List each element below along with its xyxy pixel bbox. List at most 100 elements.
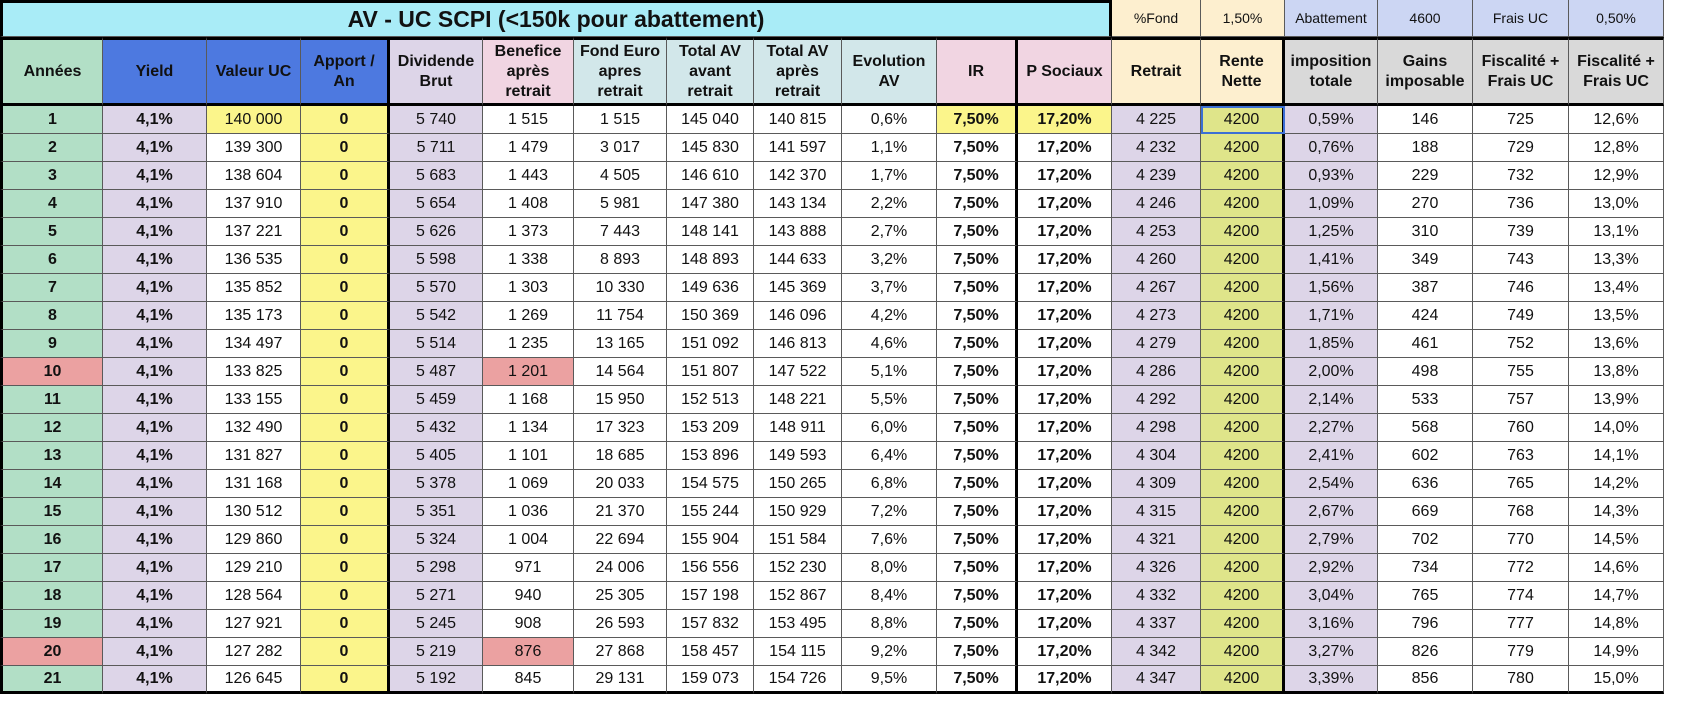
- cell-apport-an-row-2[interactable]: 0: [301, 134, 390, 162]
- cell-benefice-apres-retrait-row-14[interactable]: 1 069: [483, 470, 574, 498]
- cell-gains-imposable-row-9[interactable]: 461: [1378, 330, 1473, 358]
- cell-total-av-avant-retrait-row-16[interactable]: 155 904: [667, 526, 754, 554]
- cell-ir-row-20[interactable]: 7,50%: [937, 638, 1018, 666]
- cell-fiscalite-frais-uc-row-17[interactable]: 772: [1473, 554, 1569, 582]
- cell-fiscalite-frais-uc-pct-row-6[interactable]: 13,3%: [1569, 246, 1664, 274]
- cell-total-av-apres-retrait-row-11[interactable]: 148 221: [754, 386, 842, 414]
- cell-fiscalite-frais-uc-pct-row-3[interactable]: 12,9%: [1569, 162, 1664, 190]
- header-rente-nette[interactable]: Rente Nette: [1201, 37, 1285, 106]
- cell-apport-an-row-10[interactable]: 0: [301, 358, 390, 386]
- cell-p-sociaux-row-17[interactable]: 17,20%: [1018, 554, 1112, 582]
- cell-fiscalite-frais-uc-row-16[interactable]: 770: [1473, 526, 1569, 554]
- cell-retrait-row-19[interactable]: 4 337: [1112, 610, 1201, 638]
- cell-total-av-apres-retrait-row-12[interactable]: 148 911: [754, 414, 842, 442]
- cell-total-av-avant-retrait-row-6[interactable]: 148 893: [667, 246, 754, 274]
- cell-retrait-row-11[interactable]: 4 292: [1112, 386, 1201, 414]
- cell-valeur-uc-row-19[interactable]: 127 921: [207, 610, 301, 638]
- cell-yield-row-14[interactable]: 4,1%: [103, 470, 207, 498]
- cell-evolution-av-row-20[interactable]: 9,2%: [842, 638, 937, 666]
- cell-annees-row-20[interactable]: 20: [0, 638, 103, 666]
- cell-ir-row-5[interactable]: 7,50%: [937, 218, 1018, 246]
- cell-p-sociaux-row-12[interactable]: 17,20%: [1018, 414, 1112, 442]
- cell-fiscalite-frais-uc-row-18[interactable]: 774: [1473, 582, 1569, 610]
- cell-apport-an-row-7[interactable]: 0: [301, 274, 390, 302]
- cell-annees-row-8[interactable]: 8: [0, 302, 103, 330]
- cell-annees-row-18[interactable]: 18: [0, 582, 103, 610]
- cell-benefice-apres-retrait-row-21[interactable]: 845: [483, 666, 574, 694]
- cell-ir-row-7[interactable]: 7,50%: [937, 274, 1018, 302]
- cell-rente-nette-row-17[interactable]: 4200: [1201, 554, 1285, 582]
- cell-rente-nette-row-6[interactable]: 4200: [1201, 246, 1285, 274]
- cell-retrait-row-3[interactable]: 4 239: [1112, 162, 1201, 190]
- cell-imposition-totale-row-13[interactable]: 2,41%: [1285, 442, 1378, 470]
- cell-annees-row-11[interactable]: 11: [0, 386, 103, 414]
- cell-gains-imposable-row-6[interactable]: 349: [1378, 246, 1473, 274]
- cell-imposition-totale-row-9[interactable]: 1,85%: [1285, 330, 1378, 358]
- cell-benefice-apres-retrait-row-5[interactable]: 1 373: [483, 218, 574, 246]
- cell-benefice-apres-retrait-row-3[interactable]: 1 443: [483, 162, 574, 190]
- cell-retrait-row-6[interactable]: 4 260: [1112, 246, 1201, 274]
- cell-yield-row-4[interactable]: 4,1%: [103, 190, 207, 218]
- cell-total-av-avant-retrait-row-12[interactable]: 153 209: [667, 414, 754, 442]
- cell-yield-row-13[interactable]: 4,1%: [103, 442, 207, 470]
- cell-imposition-totale-row-19[interactable]: 3,16%: [1285, 610, 1378, 638]
- cell-evolution-av-row-16[interactable]: 7,6%: [842, 526, 937, 554]
- cell-rente-nette-row-20[interactable]: 4200: [1201, 638, 1285, 666]
- cell-retrait-row-18[interactable]: 4 332: [1112, 582, 1201, 610]
- cell-p-sociaux-row-18[interactable]: 17,20%: [1018, 582, 1112, 610]
- header-fiscalite-frais-uc-pct[interactable]: Fiscalité + Frais UC: [1569, 37, 1664, 106]
- cell-retrait-row-15[interactable]: 4 315: [1112, 498, 1201, 526]
- cell-fiscalite-frais-uc-row-19[interactable]: 777: [1473, 610, 1569, 638]
- cell-fond-euro-apres-retrait-row-15[interactable]: 21 370: [574, 498, 667, 526]
- cell-valeur-uc-row-13[interactable]: 131 827: [207, 442, 301, 470]
- cell-ir-row-10[interactable]: 7,50%: [937, 358, 1018, 386]
- cell-retrait-row-8[interactable]: 4 273: [1112, 302, 1201, 330]
- cell-gains-imposable-row-18[interactable]: 765: [1378, 582, 1473, 610]
- cell-yield-row-20[interactable]: 4,1%: [103, 638, 207, 666]
- cell-fond-euro-apres-retrait-row-13[interactable]: 18 685: [574, 442, 667, 470]
- cell-fond-euro-apres-retrait-row-3[interactable]: 4 505: [574, 162, 667, 190]
- cell-apport-an-row-6[interactable]: 0: [301, 246, 390, 274]
- cell-fiscalite-frais-uc-pct-row-12[interactable]: 14,0%: [1569, 414, 1664, 442]
- cell-imposition-totale-row-7[interactable]: 1,56%: [1285, 274, 1378, 302]
- param-fond-label[interactable]: %Fond: [1112, 0, 1201, 37]
- cell-yield-row-18[interactable]: 4,1%: [103, 582, 207, 610]
- cell-p-sociaux-row-8[interactable]: 17,20%: [1018, 302, 1112, 330]
- cell-fiscalite-frais-uc-pct-row-21[interactable]: 15,0%: [1569, 666, 1664, 694]
- cell-gains-imposable-row-17[interactable]: 734: [1378, 554, 1473, 582]
- cell-annees-row-12[interactable]: 12: [0, 414, 103, 442]
- cell-dividende-brut-row-4[interactable]: 5 654: [390, 190, 483, 218]
- cell-dividende-brut-row-8[interactable]: 5 542: [390, 302, 483, 330]
- header-fond-euro-apres-retrait[interactable]: Fond Euro apres retrait: [574, 37, 667, 106]
- cell-total-av-apres-retrait-row-4[interactable]: 143 134: [754, 190, 842, 218]
- cell-total-av-apres-retrait-row-19[interactable]: 153 495: [754, 610, 842, 638]
- cell-fiscalite-frais-uc-pct-row-1[interactable]: 12,6%: [1569, 106, 1664, 134]
- cell-ir-row-13[interactable]: 7,50%: [937, 442, 1018, 470]
- cell-total-av-avant-retrait-row-4[interactable]: 147 380: [667, 190, 754, 218]
- cell-retrait-row-2[interactable]: 4 232: [1112, 134, 1201, 162]
- cell-apport-an-row-9[interactable]: 0: [301, 330, 390, 358]
- header-apport-an[interactable]: Apport / An: [301, 37, 390, 106]
- cell-imposition-totale-row-21[interactable]: 3,39%: [1285, 666, 1378, 694]
- cell-retrait-row-12[interactable]: 4 298: [1112, 414, 1201, 442]
- cell-evolution-av-row-2[interactable]: 1,1%: [842, 134, 937, 162]
- cell-p-sociaux-row-13[interactable]: 17,20%: [1018, 442, 1112, 470]
- cell-annees-row-15[interactable]: 15: [0, 498, 103, 526]
- cell-annees-row-13[interactable]: 13: [0, 442, 103, 470]
- cell-apport-an-row-14[interactable]: 0: [301, 470, 390, 498]
- cell-apport-an-row-13[interactable]: 0: [301, 442, 390, 470]
- cell-ir-row-9[interactable]: 7,50%: [937, 330, 1018, 358]
- cell-yield-row-10[interactable]: 4,1%: [103, 358, 207, 386]
- cell-rente-nette-row-3[interactable]: 4200: [1201, 162, 1285, 190]
- cell-dividende-brut-row-12[interactable]: 5 432: [390, 414, 483, 442]
- cell-valeur-uc-row-16[interactable]: 129 860: [207, 526, 301, 554]
- cell-yield-row-16[interactable]: 4,1%: [103, 526, 207, 554]
- cell-imposition-totale-row-11[interactable]: 2,14%: [1285, 386, 1378, 414]
- cell-imposition-totale-row-10[interactable]: 2,00%: [1285, 358, 1378, 386]
- cell-fond-euro-apres-retrait-row-20[interactable]: 27 868: [574, 638, 667, 666]
- cell-yield-row-5[interactable]: 4,1%: [103, 218, 207, 246]
- cell-evolution-av-row-21[interactable]: 9,5%: [842, 666, 937, 694]
- cell-evolution-av-row-11[interactable]: 5,5%: [842, 386, 937, 414]
- cell-valeur-uc-row-2[interactable]: 139 300: [207, 134, 301, 162]
- cell-gains-imposable-row-3[interactable]: 229: [1378, 162, 1473, 190]
